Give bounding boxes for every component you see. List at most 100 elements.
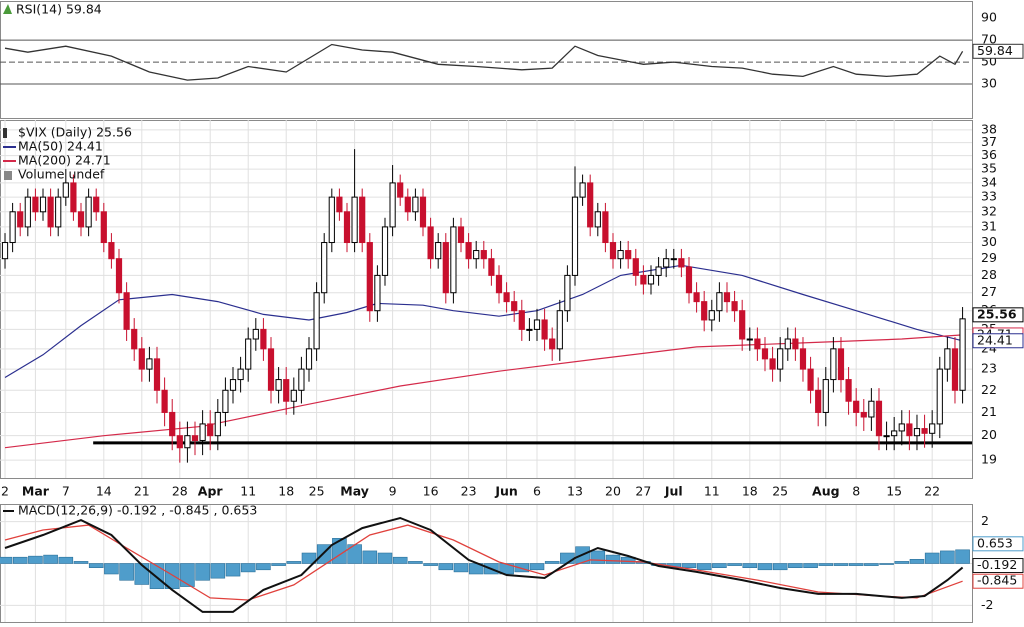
- histogram-bar: [180, 563, 195, 587]
- histogram-bar: [772, 563, 788, 571]
- candle-body: [951, 348, 959, 391]
- candle-body: [906, 423, 913, 437]
- candle-body: [853, 400, 860, 413]
- candle-body: [39, 196, 47, 213]
- series-line: [4, 43, 964, 81]
- x-tick-label: 13: [567, 484, 583, 499]
- histogram-bar: [423, 563, 438, 566]
- y-tick-label: 32: [981, 203, 997, 218]
- legend-text: 59.84: [66, 2, 102, 17]
- value-box: [972, 558, 1024, 574]
- legend-text: MA(50): [18, 139, 63, 154]
- candle-body: [891, 430, 898, 437]
- candle-body: [564, 274, 571, 312]
- x-tick-label: 20: [605, 484, 621, 499]
- candle-body: [845, 379, 852, 402]
- candle-body: [359, 196, 366, 244]
- candle-body: [397, 182, 404, 198]
- value-box: [972, 307, 1024, 323]
- candle-body: [442, 242, 449, 294]
- x-tick-label: 28: [172, 484, 188, 499]
- candle-body: [412, 196, 419, 213]
- x-tick-label: Jul: [664, 484, 683, 499]
- legend-text: Volume undef: [18, 167, 105, 182]
- histogram-bar: [848, 563, 864, 566]
- y-tick-label: 36: [981, 147, 997, 162]
- y-tick-label: 19: [981, 452, 997, 467]
- candle-body: [100, 211, 107, 244]
- candle-body: [693, 292, 700, 303]
- candle-body: [929, 423, 936, 434]
- value-box-label: -0.192: [977, 557, 1017, 572]
- x-tick-label: 25: [772, 484, 788, 499]
- candle-body: [541, 319, 548, 340]
- candle-body: [93, 196, 100, 213]
- legend-text: RSI(14): [16, 2, 62, 17]
- candle-body: [176, 435, 183, 449]
- histogram-bar: [392, 556, 408, 564]
- histogram-bar: [271, 563, 286, 566]
- candle-body: [784, 338, 791, 350]
- y-tick-label: 33: [981, 189, 997, 204]
- candle-body: [898, 423, 905, 432]
- candle-body: [511, 301, 518, 312]
- candle-body: [685, 266, 693, 294]
- legend-text: ,: [161, 503, 165, 518]
- candle-body: [807, 368, 814, 391]
- x-tick-label: 21: [134, 484, 150, 499]
- candle-body: [123, 292, 130, 330]
- histogram-bar: [590, 550, 606, 564]
- histogram-bar: [28, 555, 43, 564]
- histogram-bar: [453, 563, 469, 573]
- candle-body: [837, 348, 845, 381]
- histogram-bar: [377, 552, 393, 564]
- x-tick-label: 2: [1, 484, 9, 499]
- candle-body: [70, 182, 77, 213]
- legend-icon: [3, 4, 12, 14]
- candle-body: [587, 182, 594, 228]
- rsi-frame: [0, 1, 973, 119]
- histogram-bar: [88, 563, 104, 568]
- candle-body: [663, 258, 670, 268]
- candle-body: [670, 258, 677, 261]
- x-tick-label: 16: [423, 484, 439, 499]
- histogram-bar: [256, 563, 271, 571]
- candle-body: [237, 368, 244, 381]
- legend-text: ,: [214, 503, 218, 518]
- histogram-bar: [12, 556, 28, 564]
- histogram-bar: [332, 538, 347, 564]
- y-tick-label: 21: [981, 404, 997, 419]
- x-tick-label: 18: [278, 484, 294, 499]
- candle-body: [404, 196, 411, 213]
- histogram-bar: [955, 549, 970, 564]
- candle-body: [298, 368, 305, 391]
- y-tick-label: 30: [981, 76, 997, 91]
- candle-body: [55, 196, 62, 228]
- histogram-bar: [833, 563, 849, 566]
- histogram-bar: [210, 563, 226, 579]
- histogram-bar: [225, 563, 241, 577]
- legend-text: MA(200): [18, 153, 71, 168]
- histogram-bar: [803, 563, 818, 568]
- candle-body: [792, 338, 799, 350]
- x-tick-label: 7: [62, 484, 70, 499]
- histogram-bar: [514, 563, 530, 573]
- candle-body: [571, 196, 579, 276]
- candle-body: [640, 274, 647, 285]
- candle-body: [647, 274, 655, 285]
- value-box: [972, 333, 1024, 349]
- x-tick-label: Jun: [494, 484, 517, 499]
- legend-text: 24.71: [75, 153, 111, 168]
- histogram-bar: [529, 563, 545, 571]
- candle-body: [435, 242, 442, 260]
- candle-body: [701, 301, 708, 321]
- candle-body: [533, 319, 541, 330]
- candle-body: [860, 411, 867, 418]
- candle-body: [199, 423, 206, 441]
- candle-body: [921, 428, 928, 434]
- histogram-bar: [605, 554, 621, 564]
- candle-body: [343, 211, 351, 244]
- candle-body: [556, 310, 563, 350]
- candle-body: [161, 389, 168, 413]
- y-tick-label: 31: [981, 218, 997, 233]
